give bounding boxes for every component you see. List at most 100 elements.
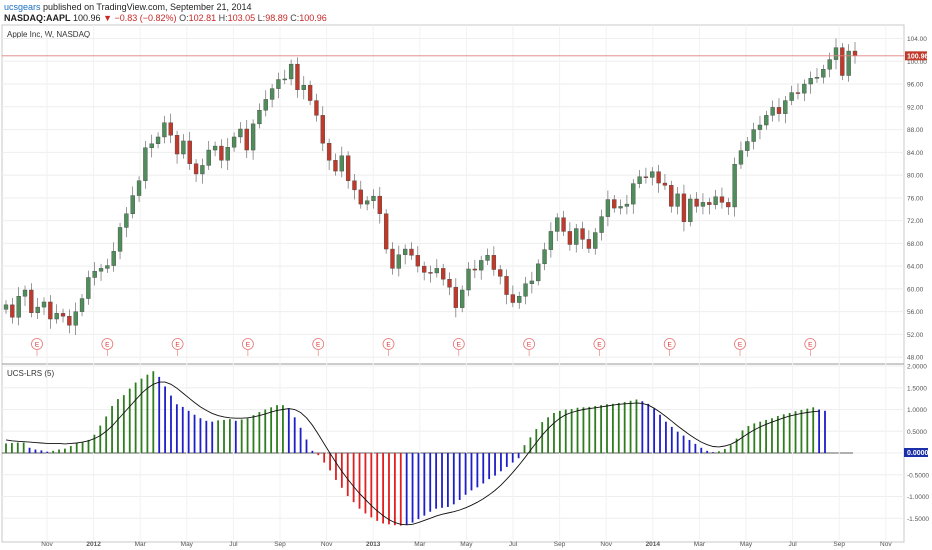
- histogram-bar[interactable]: [5, 443, 7, 453]
- candle-body[interactable]: [561, 217, 566, 232]
- candle-body[interactable]: [181, 140, 186, 155]
- histogram-bar[interactable]: [105, 416, 108, 453]
- histogram-bar[interactable]: [800, 409, 803, 453]
- candle-body[interactable]: [168, 122, 173, 136]
- histogram-bar[interactable]: [423, 453, 426, 516]
- candle-body[interactable]: [257, 110, 262, 125]
- candle-body[interactable]: [612, 199, 617, 209]
- earnings-marker[interactable]: [663, 338, 676, 350]
- histogram-bar[interactable]: [641, 401, 644, 453]
- candle-body[interactable]: [751, 129, 756, 142]
- candle-body[interactable]: [732, 164, 737, 208]
- histogram-bar[interactable]: [111, 406, 113, 453]
- histogram-bar[interactable]: [16, 442, 19, 453]
- histogram-bar[interactable]: [170, 395, 172, 453]
- candle-body[interactable]: [599, 216, 604, 233]
- candle-body[interactable]: [244, 128, 249, 151]
- candle-body[interactable]: [282, 78, 287, 81]
- histogram-bar[interactable]: [64, 448, 66, 453]
- histogram-bar[interactable]: [246, 418, 249, 453]
- candle-body[interactable]: [263, 99, 268, 111]
- histogram-bar[interactable]: [323, 453, 326, 463]
- candle-body[interactable]: [574, 228, 579, 245]
- candle-body[interactable]: [250, 123, 256, 151]
- histogram-bar[interactable]: [594, 406, 597, 453]
- candle-body[interactable]: [333, 160, 338, 172]
- histogram-bar[interactable]: [34, 449, 37, 453]
- candle-body[interactable]: [510, 294, 516, 303]
- histogram-bar[interactable]: [729, 445, 732, 453]
- histogram-bar[interactable]: [46, 451, 49, 453]
- earnings-marker[interactable]: [171, 338, 184, 350]
- histogram-bar[interactable]: [564, 409, 567, 454]
- candle-body[interactable]: [656, 171, 661, 184]
- candle-body[interactable]: [377, 195, 382, 214]
- histogram-bar[interactable]: [588, 406, 591, 453]
- candle-body[interactable]: [624, 203, 630, 207]
- histogram-bar[interactable]: [464, 453, 467, 495]
- histogram-bar[interactable]: [340, 453, 343, 488]
- histogram-bar[interactable]: [441, 453, 443, 508]
- candle-body[interactable]: [48, 301, 53, 320]
- candle-body[interactable]: [434, 268, 439, 274]
- candle-body[interactable]: [358, 189, 363, 205]
- candle-body[interactable]: [79, 298, 85, 312]
- candle-body[interactable]: [675, 193, 680, 207]
- candle-body[interactable]: [339, 155, 344, 172]
- candle-body[interactable]: [605, 199, 611, 217]
- candle-body[interactable]: [466, 268, 471, 291]
- histogram-bar[interactable]: [600, 405, 603, 453]
- histogram-bar[interactable]: [694, 443, 697, 453]
- candle-body[interactable]: [288, 63, 294, 80]
- histogram-bar[interactable]: [812, 407, 815, 453]
- candle-body[interactable]: [73, 311, 78, 326]
- candle-body[interactable]: [441, 268, 446, 280]
- candle-body[interactable]: [111, 251, 116, 266]
- candle-body[interactable]: [428, 272, 433, 274]
- candle-body[interactable]: [719, 196, 725, 203]
- earnings-marker[interactable]: [734, 338, 746, 350]
- candle-body[interactable]: [688, 198, 693, 222]
- candle-body[interactable]: [479, 260, 484, 271]
- histogram-bar[interactable]: [458, 453, 461, 500]
- candle-body[interactable]: [174, 135, 180, 155]
- earnings-marker[interactable]: [804, 338, 817, 350]
- candle-body[interactable]: [472, 268, 478, 271]
- histogram-bar[interactable]: [211, 421, 214, 453]
- candle-body[interactable]: [567, 231, 573, 245]
- candle-body[interactable]: [219, 145, 224, 161]
- histogram-bar[interactable]: [270, 407, 273, 453]
- candle-body[interactable]: [833, 47, 839, 60]
- histogram-bar[interactable]: [93, 434, 96, 453]
- histogram-bar[interactable]: [358, 453, 361, 509]
- candle-body[interactable]: [491, 255, 497, 270]
- candle-body[interactable]: [402, 248, 408, 255]
- histogram-bar[interactable]: [128, 388, 131, 453]
- candle-body[interactable]: [415, 255, 420, 267]
- candle-body[interactable]: [136, 180, 142, 196]
- histogram-bar[interactable]: [205, 420, 208, 453]
- candle-body[interactable]: [212, 145, 218, 151]
- histogram-bar[interactable]: [494, 453, 496, 476]
- candle-body[interactable]: [776, 107, 782, 114]
- histogram-bar[interactable]: [488, 453, 491, 480]
- candle-body[interactable]: [162, 122, 167, 138]
- histogram-bar[interactable]: [635, 399, 638, 453]
- histogram-bar[interactable]: [794, 411, 797, 453]
- histogram-bar[interactable]: [293, 417, 296, 453]
- candle-body[interactable]: [498, 269, 503, 277]
- candle-body[interactable]: [485, 255, 490, 261]
- candle-body[interactable]: [536, 263, 541, 282]
- histogram-bar[interactable]: [223, 419, 225, 453]
- histogram-bar[interactable]: [417, 453, 420, 520]
- histogram-bar[interactable]: [629, 400, 632, 453]
- histogram-bar[interactable]: [517, 453, 520, 459]
- candle-body[interactable]: [422, 265, 427, 273]
- candle-body[interactable]: [396, 254, 401, 269]
- histogram-bar[interactable]: [741, 430, 744, 453]
- histogram-bar[interactable]: [653, 408, 656, 453]
- histogram-bar[interactable]: [759, 421, 762, 453]
- histogram-bar[interactable]: [158, 376, 161, 453]
- candle-body[interactable]: [548, 231, 554, 250]
- histogram-bar[interactable]: [370, 453, 373, 518]
